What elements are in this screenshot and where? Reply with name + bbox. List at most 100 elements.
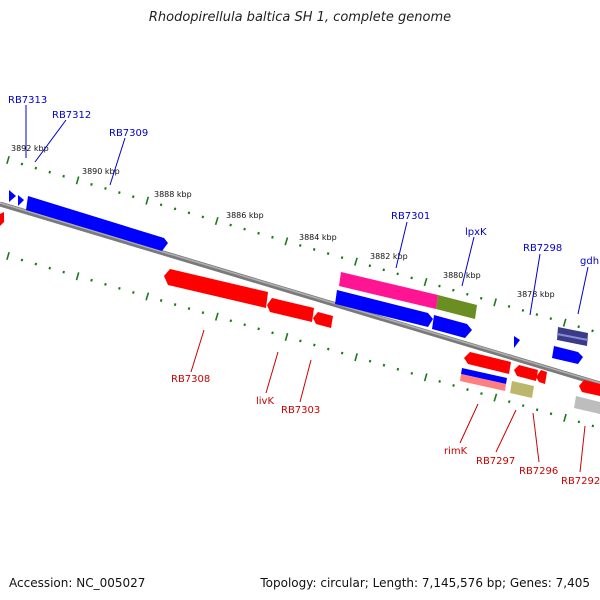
minor-tick bbox=[452, 288, 455, 292]
gene-arrow-forward[interactable] bbox=[26, 196, 168, 251]
major-tick bbox=[6, 251, 10, 261]
major-tick bbox=[284, 332, 289, 342]
kbp-label: 3888 kbp bbox=[154, 190, 192, 199]
reverse-gene-labels: RB7308 livK RB7303 rimK RB7297 RB7296 RB… bbox=[171, 374, 600, 487]
kbp-label: 3890 kbp bbox=[82, 167, 120, 176]
kbp-label: 3880 kbp bbox=[443, 271, 481, 280]
minor-tick bbox=[118, 286, 121, 290]
minor-tick bbox=[507, 400, 511, 404]
minor-tick bbox=[313, 343, 316, 347]
gene-label[interactable]: RB7312 bbox=[52, 110, 91, 121]
minor-tick bbox=[257, 327, 260, 331]
gene-arrow-reverse[interactable] bbox=[460, 374, 506, 391]
gene-label[interactable]: RB7308 bbox=[171, 374, 210, 385]
map-title: Rhodopirellula baltica SH 1, complete ge… bbox=[148, 10, 452, 25]
major-tick bbox=[6, 155, 10, 165]
minor-tick bbox=[521, 309, 525, 312]
minor-tick bbox=[368, 264, 372, 268]
minor-tick bbox=[479, 296, 483, 300]
gene-arrow-forward[interactable] bbox=[335, 290, 433, 327]
accession-text: Accession: NC_005027 bbox=[9, 576, 146, 590]
minor-tick bbox=[438, 284, 441, 288]
kbp-label: 3886 kbp bbox=[226, 211, 264, 220]
gene-label[interactable]: RB7298 bbox=[523, 243, 562, 254]
minor-tick bbox=[48, 266, 52, 270]
minor-tick bbox=[535, 408, 539, 412]
forward-gene-labels: RB7313 RB7312 RB7309 RB7301 lpxK RB7298 … bbox=[8, 95, 599, 267]
topology-text: Topology: circular; Length: 7,145,576 bp… bbox=[260, 576, 590, 590]
gene-arrow-reverse[interactable] bbox=[164, 269, 268, 308]
gene-arrow-reverse[interactable] bbox=[579, 380, 600, 396]
minor-tick bbox=[299, 339, 302, 343]
minor-tick bbox=[173, 303, 177, 306]
minor-tick bbox=[34, 262, 38, 266]
major-tick bbox=[423, 277, 428, 287]
major-tick bbox=[145, 196, 150, 205]
gene-arrow-reverse[interactable] bbox=[313, 312, 333, 328]
minor-tick bbox=[452, 384, 455, 387]
gene-arrow-reverse[interactable] bbox=[514, 365, 538, 381]
label-leaders bbox=[25, 105, 589, 473]
gene-label[interactable]: rimK bbox=[444, 446, 468, 457]
major-tick bbox=[75, 176, 80, 185]
gene-arrow-forward[interactable] bbox=[436, 295, 477, 319]
gene-arrow-reverse[interactable] bbox=[461, 368, 507, 384]
minor-tick bbox=[159, 299, 163, 302]
minor-tick bbox=[229, 319, 233, 323]
minor-tick bbox=[382, 363, 386, 367]
minor-tick bbox=[396, 367, 400, 371]
major-tick bbox=[354, 353, 358, 362]
minor-tick bbox=[104, 187, 107, 190]
gene-arrow-forward[interactable] bbox=[514, 336, 520, 348]
minor-tick bbox=[549, 412, 553, 416]
gene-label[interactable]: RB7303 bbox=[281, 405, 320, 416]
genome-backbone bbox=[0, 201, 600, 387]
gene-label[interactable]: RB7296 bbox=[519, 466, 558, 477]
gene-label[interactable]: RB7292 bbox=[561, 476, 600, 487]
minor-tick bbox=[382, 268, 386, 272]
minor-tick bbox=[591, 329, 594, 333]
gene-arrow-reverse[interactable] bbox=[536, 370, 547, 384]
minor-tick bbox=[257, 231, 260, 235]
minor-tick bbox=[104, 282, 107, 286]
minor-tick bbox=[410, 276, 413, 280]
gene-arrow-reverse[interactable] bbox=[267, 298, 314, 322]
gene-label[interactable]: gdh bbox=[580, 256, 599, 267]
gene-arrow-forward[interactable] bbox=[9, 190, 16, 202]
forward-genes bbox=[0, 190, 589, 364]
minor-tick bbox=[201, 215, 205, 219]
gene-label[interactable]: RB7313 bbox=[8, 95, 47, 106]
minor-tick bbox=[20, 162, 24, 166]
gene-arrow-forward[interactable] bbox=[0, 212, 4, 226]
gene-arrow-forward[interactable] bbox=[552, 346, 583, 364]
gene-arrow-forward[interactable] bbox=[339, 272, 438, 309]
gene-label[interactable]: lpxK bbox=[465, 227, 487, 238]
gene-label[interactable]: RB7297 bbox=[476, 456, 515, 467]
kbp-label: 3892 kbp bbox=[11, 144, 49, 153]
gene-label[interactable]: livK bbox=[256, 396, 274, 407]
gene-arrow-forward[interactable] bbox=[432, 315, 472, 338]
minor-tick bbox=[577, 325, 580, 329]
outer-ruler-ticks bbox=[6, 155, 594, 333]
minor-tick bbox=[48, 170, 52, 174]
gene-arrow-reverse[interactable] bbox=[510, 381, 534, 398]
minor-tick bbox=[20, 258, 24, 262]
gene-stripe bbox=[556, 333, 589, 341]
minor-tick bbox=[131, 195, 135, 199]
gene-arrow-reverse[interactable] bbox=[574, 396, 600, 414]
major-tick bbox=[214, 216, 219, 226]
gene-label[interactable]: RB7301 bbox=[391, 211, 430, 222]
minor-tick bbox=[90, 183, 93, 186]
gene-label[interactable]: RB7309 bbox=[109, 128, 148, 139]
reverse-genes bbox=[164, 269, 600, 414]
gene-arrow-reverse[interactable] bbox=[464, 352, 511, 374]
major-tick bbox=[214, 312, 219, 321]
minor-tick bbox=[159, 203, 163, 207]
gene-arrow-forward[interactable] bbox=[18, 195, 24, 206]
minor-tick bbox=[271, 235, 274, 239]
minor-tick bbox=[466, 388, 469, 391]
minor-tick bbox=[62, 270, 65, 274]
minor-tick bbox=[229, 223, 232, 227]
minor-tick bbox=[34, 166, 38, 170]
